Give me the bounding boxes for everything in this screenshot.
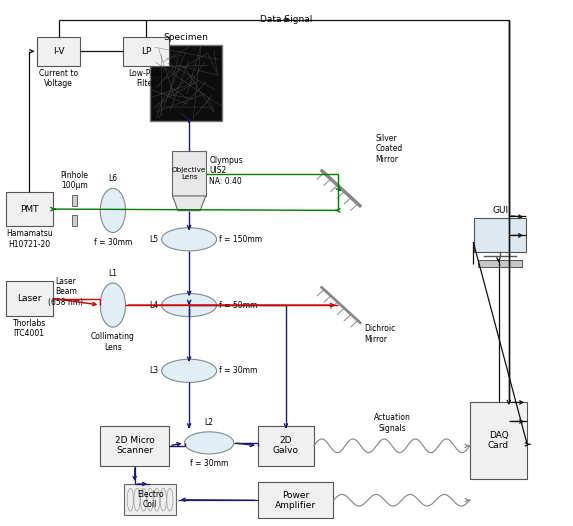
Text: f = 30mm: f = 30mm bbox=[94, 238, 132, 247]
Text: PMT: PMT bbox=[20, 205, 38, 214]
Ellipse shape bbox=[162, 359, 217, 382]
Bar bbox=[6, 192, 53, 226]
Bar bbox=[72, 195, 77, 206]
Text: Data Signal: Data Signal bbox=[260, 15, 313, 24]
Text: L2: L2 bbox=[205, 418, 214, 427]
Bar bbox=[123, 37, 169, 66]
Bar bbox=[172, 151, 206, 196]
Text: Collimating
Lens: Collimating Lens bbox=[91, 332, 135, 352]
Text: f = 50mm: f = 50mm bbox=[219, 300, 258, 310]
Ellipse shape bbox=[162, 228, 217, 251]
Text: 2D Micro
Scanner: 2D Micro Scanner bbox=[115, 436, 155, 456]
Text: GUI: GUI bbox=[492, 206, 508, 215]
Ellipse shape bbox=[100, 283, 125, 327]
Text: Objective
Lens: Objective Lens bbox=[172, 167, 206, 180]
Text: Olympus
UIS2
NA: 0.40: Olympus UIS2 NA: 0.40 bbox=[209, 156, 243, 186]
Text: Silver
Coated
Mirror: Silver Coated Mirror bbox=[375, 134, 403, 164]
Bar bbox=[124, 484, 176, 515]
Text: 2D
Galvo: 2D Galvo bbox=[273, 436, 299, 456]
Ellipse shape bbox=[162, 294, 217, 317]
Polygon shape bbox=[172, 196, 206, 211]
Text: Low-Pass
Filter: Low-Pass Filter bbox=[129, 69, 163, 88]
Ellipse shape bbox=[100, 188, 125, 232]
Text: f = 30mm: f = 30mm bbox=[190, 459, 228, 468]
Text: Pinhole
100μm: Pinhole 100μm bbox=[61, 171, 88, 190]
Text: Electro
Coil: Electro Coil bbox=[137, 490, 163, 509]
Bar bbox=[6, 281, 53, 316]
Bar bbox=[150, 45, 222, 121]
Text: L5: L5 bbox=[150, 235, 159, 244]
Text: f = 150mm: f = 150mm bbox=[219, 235, 262, 244]
Bar bbox=[258, 482, 333, 518]
Bar bbox=[100, 426, 169, 466]
Text: Current to
Voltage: Current to Voltage bbox=[39, 69, 79, 88]
Text: L4: L4 bbox=[150, 300, 159, 310]
Ellipse shape bbox=[185, 432, 234, 454]
Bar bbox=[72, 215, 77, 226]
Text: Hamamatsu
H10721-20: Hamamatsu H10721-20 bbox=[6, 229, 53, 249]
Text: Power
Amplifier: Power Amplifier bbox=[275, 491, 316, 510]
Bar bbox=[470, 402, 527, 479]
Text: Thorlabs
ITC4001: Thorlabs ITC4001 bbox=[13, 319, 46, 338]
Text: Dichroic
Mirror: Dichroic Mirror bbox=[364, 325, 395, 343]
Text: Laser
Beam
(658 nm): Laser Beam (658 nm) bbox=[48, 277, 84, 307]
Text: Specimen: Specimen bbox=[163, 33, 209, 42]
Text: L1: L1 bbox=[108, 269, 117, 278]
Bar bbox=[478, 260, 522, 267]
Text: Laser: Laser bbox=[17, 294, 41, 303]
Text: LP: LP bbox=[141, 47, 151, 56]
Bar bbox=[474, 218, 526, 252]
Text: Actuation
Signals: Actuation Signals bbox=[374, 413, 410, 432]
Text: I-V: I-V bbox=[53, 47, 65, 56]
Text: L3: L3 bbox=[150, 366, 159, 376]
Text: DAQ
Card: DAQ Card bbox=[488, 431, 509, 450]
Text: f = 30mm: f = 30mm bbox=[219, 366, 258, 376]
Bar bbox=[258, 426, 314, 466]
Bar bbox=[37, 37, 80, 66]
Text: L6: L6 bbox=[108, 174, 117, 183]
